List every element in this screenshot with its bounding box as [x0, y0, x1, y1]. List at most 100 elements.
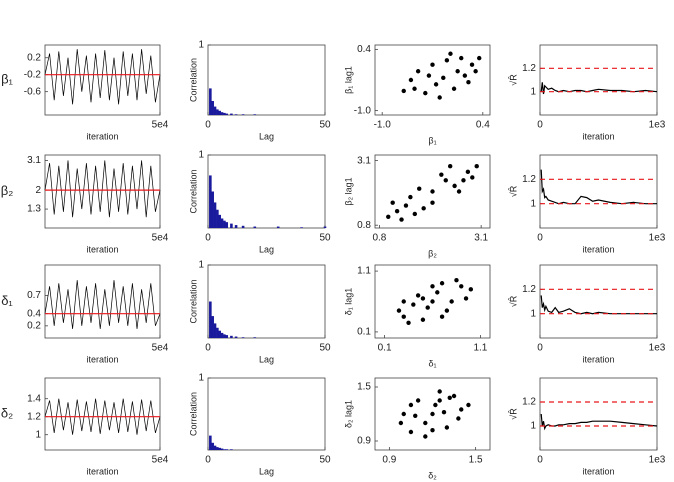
scatter-point [423, 90, 428, 96]
y-tick-label: 1 [35, 429, 41, 440]
scatter-point [463, 296, 469, 301]
scatter-point [403, 203, 409, 208]
scatter-point [452, 183, 457, 189]
scatter-point [430, 411, 435, 417]
scatter-point [386, 214, 391, 219]
scatter-point [412, 211, 418, 217]
x-axis-label: δ₁ [428, 358, 436, 368]
acf-bar [253, 337, 257, 338]
scatter-point [455, 69, 460, 74]
plot-frame [374, 377, 491, 451]
acf-bar [216, 447, 219, 450]
y-tick-label: 1 [198, 260, 204, 271]
y-tick-label: 1.2 [522, 397, 536, 408]
y-tick-label: 0.4 [27, 308, 41, 319]
scatter-point [451, 393, 457, 399]
y-tick-label: 0.8 [357, 220, 371, 231]
scatter-point [433, 402, 438, 408]
x-tick-label: 50 [319, 120, 331, 131]
acf-bar [216, 109, 219, 115]
scatter-point [437, 389, 442, 394]
x-tick-label: 1e3 [649, 233, 666, 244]
acf-bar [213, 323, 217, 338]
y-tick-label: 1 [530, 198, 536, 209]
series-line [540, 169, 657, 205]
scatter-point [435, 290, 440, 295]
x-tick-label: 5e4 [152, 343, 169, 354]
scatter-point [443, 178, 448, 183]
scatter-point [411, 302, 416, 307]
acf-bar [220, 218, 224, 228]
y-tick-label: 1.1 [357, 266, 371, 277]
y-axis-label: Correlation [188, 392, 198, 436]
scatter-point [466, 402, 471, 408]
scatter-point [469, 62, 475, 67]
plot-frame [539, 264, 658, 339]
acf-bar [223, 112, 226, 115]
scatter-point [430, 62, 435, 67]
scatter-point [394, 208, 400, 214]
y-tick-label: 1 [198, 150, 204, 161]
acf-bar [225, 449, 229, 450]
acf-bar [223, 220, 226, 228]
scatter-point [437, 95, 442, 100]
scatter-point [390, 200, 395, 205]
x-axis-label: iteration [86, 354, 118, 364]
acf-bar [323, 226, 327, 228]
scatter-point [470, 175, 475, 180]
scatter-point [437, 398, 442, 403]
y-tick-label: 3.1 [357, 155, 371, 166]
acf-bar [241, 225, 245, 228]
scatter-point [425, 305, 430, 310]
x-tick-label: 0.9 [382, 455, 396, 466]
y-axis-label: δ₂ lag1 [343, 400, 353, 428]
scatter-point [459, 407, 464, 412]
y-tick-label: 1.2 [27, 411, 41, 422]
scatter-point [413, 413, 418, 418]
plot-frame [44, 377, 161, 451]
acf-bar [209, 88, 212, 115]
acf-bar [241, 337, 245, 338]
y-tick-label: 1 [198, 40, 204, 51]
plot-frame [207, 377, 326, 451]
acf-bar [218, 214, 221, 228]
x-tick-label: 0 [205, 455, 211, 466]
acf-bar [218, 110, 221, 115]
scatter-point [430, 299, 435, 304]
x-tick-label: 0.4 [476, 120, 490, 131]
x-tick-label: 1.5 [469, 455, 483, 466]
y-axis-label: Correlation [188, 279, 198, 323]
x-tick-label: 1e3 [649, 120, 666, 131]
scatter-point [396, 308, 402, 313]
x-tick-label: 5e4 [152, 455, 169, 466]
scatter-point [399, 217, 404, 222]
x-axis-label: iteration [86, 244, 118, 254]
scatter-point [468, 287, 474, 292]
plot-frame [44, 44, 161, 116]
y-tick-label: 1 [530, 421, 536, 432]
y-axis-label: β₂ lag1 [343, 177, 353, 205]
acf-bar [223, 334, 226, 338]
plot-frame [539, 154, 658, 229]
scatter-point [477, 55, 482, 61]
plot-frame [207, 154, 326, 229]
x-tick-label: 0.8 [372, 233, 386, 244]
x-tick-label: 1e3 [649, 343, 666, 354]
scatter-point [444, 58, 450, 63]
series-line [540, 413, 658, 431]
scatter-point [415, 398, 421, 403]
x-axis-label: iteration [582, 131, 614, 141]
scatter-point [439, 281, 445, 286]
acf-bar [211, 442, 214, 450]
plot-frame [44, 154, 161, 229]
y-tick-label: 1.3 [27, 204, 41, 215]
acf-bar [234, 336, 238, 338]
acf-bar [209, 175, 212, 228]
x-tick-label: 0.1 [378, 343, 392, 354]
acf-bar [213, 106, 217, 115]
acf-bar [213, 445, 217, 450]
acf-bar [253, 114, 257, 115]
scatter-point [448, 51, 453, 56]
y-axis-label: β₁ lag1 [343, 66, 353, 94]
y-tick-label: 1.2 [522, 63, 536, 74]
